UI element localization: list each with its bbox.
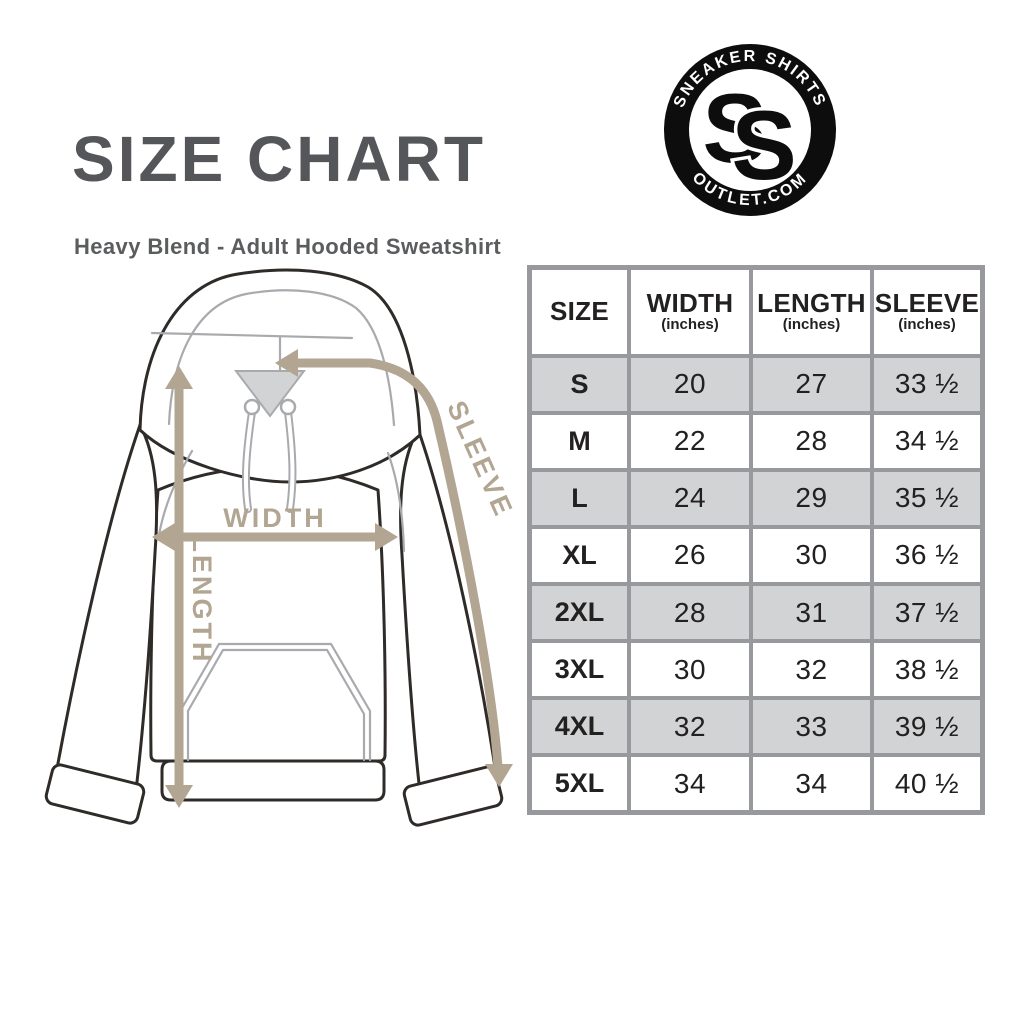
width-cell: 26: [627, 524, 753, 587]
length-cell: 32: [749, 639, 874, 701]
sleeve-arrowhead-left: [275, 349, 298, 377]
length-cell: 27: [749, 353, 874, 415]
table-row: XL 26 30 36 ½: [527, 524, 985, 587]
hoodie-left-cuff: [44, 763, 146, 825]
page-title: SIZE CHART: [72, 123, 486, 195]
width-arrow-label: WIDTH: [223, 503, 326, 533]
sleeve-cell: 40 ½: [870, 753, 985, 815]
size-cell: 3XL: [527, 639, 631, 701]
right-drawstring-highlight: [286, 410, 295, 511]
col-header-width-unit: (inches): [661, 316, 719, 334]
col-header-length-label: LENGTH: [757, 287, 866, 318]
width-cell: 22: [627, 410, 753, 472]
length-cell: 31: [749, 581, 874, 644]
brand-logo: SNEAKER SHIRTS OUTLET.COM S S: [660, 40, 840, 220]
table-row: 4XL 32 33 39 ½: [527, 696, 985, 758]
size-cell: 5XL: [527, 753, 631, 815]
length-cell: 28: [749, 410, 874, 472]
left-raglan-seam: [157, 449, 194, 537]
hoodie-left-sleeve: [54, 423, 159, 801]
sleeve-cell: 36 ½: [870, 524, 985, 587]
logo-monogram-s1: S: [702, 73, 767, 183]
pocket-inner-line: [186, 648, 366, 762]
size-cell: M: [527, 410, 631, 472]
hoodie-measurement-diagram: WIDTH LENGTH SLEEVE: [40, 255, 540, 835]
table-row: M 22 28 34 ½: [527, 410, 985, 472]
sleeve-cell: 33 ½: [870, 353, 985, 415]
length-cell: 29: [749, 467, 874, 529]
sleeve-cell: 39 ½: [870, 696, 985, 758]
sleeve-cell: 37 ½: [870, 581, 985, 644]
header-row: SIZE WIDTH (inches) LENGTH (inches) SLEE…: [527, 265, 985, 358]
hoodie-hem-band: [160, 759, 386, 802]
width-cell: 30: [627, 639, 753, 701]
col-header-sleeve: SLEEVE (inches): [870, 265, 985, 358]
size-table-header: SIZE WIDTH (inches) LENGTH (inches) SLEE…: [527, 265, 985, 358]
size-cell: 4XL: [527, 696, 631, 758]
hood-inner-line: [167, 289, 396, 427]
col-header-length: LENGTH (inches): [749, 265, 874, 358]
logo-monogram-s2: S: [731, 90, 796, 200]
col-header-size: SIZE: [527, 265, 631, 358]
length-arrow-label: LENGTH: [187, 536, 217, 665]
width-arrowhead-right: [375, 523, 398, 551]
hoodie-drawing-icon: WIDTH LENGTH SLEEVE: [44, 268, 519, 827]
hood-fold-line: [150, 331, 354, 340]
size-cell: L: [527, 467, 631, 529]
sleeve-arrow-shaft: [294, 358, 503, 768]
table-row: 3XL 30 32 38 ½: [527, 639, 985, 701]
table-row: 2XL 28 31 37 ½: [527, 581, 985, 644]
sneaker-shirts-outlet-logo-icon: SNEAKER SHIRTS OUTLET.COM S S: [664, 44, 836, 216]
col-header-size-label: SIZE: [550, 296, 609, 327]
sleeve-cell: 35 ½: [870, 467, 985, 529]
left-drawstring-highlight: [243, 410, 254, 511]
sleeve-cell: 34 ½: [870, 410, 985, 472]
col-header-sleeve-label: SLEEVE: [874, 287, 980, 318]
size-cell: XL: [527, 524, 631, 587]
length-arrowhead-bottom: [165, 785, 193, 808]
width-cell: 20: [627, 353, 753, 415]
left-eyelet: [243, 398, 261, 416]
col-header-width: WIDTH (inches): [627, 265, 753, 358]
table-row: 5XL 34 34 40 ½: [527, 753, 985, 815]
width-cell: 32: [627, 696, 753, 758]
length-cell: 30: [749, 524, 874, 587]
table-row: L 24 29 35 ½: [527, 467, 985, 529]
right-eyelet: [279, 398, 297, 416]
right-raglan-seam: [386, 451, 406, 553]
width-arrowhead-left: [152, 523, 175, 551]
size-cell: S: [527, 353, 631, 415]
table-row: S 20 27 33 ½: [527, 353, 985, 415]
length-cell: 33: [749, 696, 874, 758]
col-header-sleeve-unit: (inches): [898, 316, 956, 334]
sleeve-cell: 38 ½: [870, 639, 985, 701]
sleeve-arrowhead-bottom: [485, 764, 513, 787]
product-subtitle: Heavy Blend - Adult Hooded Sweatshirt: [74, 234, 502, 259]
logo-inner-disc: [689, 69, 811, 191]
width-cell: 34: [627, 753, 753, 815]
length-arrowhead-top: [165, 366, 193, 389]
size-table: SIZE WIDTH (inches) LENGTH (inches) SLEE…: [527, 265, 985, 815]
neck-triangle: [233, 370, 307, 418]
col-header-length-unit: (inches): [782, 316, 841, 334]
length-cell: 34: [749, 753, 874, 815]
width-cell: 28: [627, 581, 753, 644]
col-header-width-label: WIDTH: [646, 287, 734, 318]
width-cell: 24: [627, 467, 753, 529]
size-cell: 2XL: [527, 581, 631, 644]
